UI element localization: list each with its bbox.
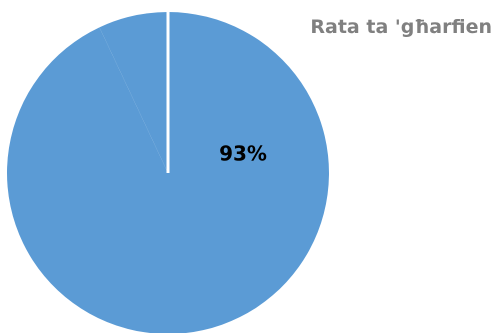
pie-labels: 93% <box>219 142 267 166</box>
pie-slices <box>7 12 329 333</box>
chart-title: Rata ta 'għarfien <box>310 16 492 38</box>
pie-slice-1 <box>99 12 168 173</box>
slice-label-0: 93% <box>219 142 267 166</box>
